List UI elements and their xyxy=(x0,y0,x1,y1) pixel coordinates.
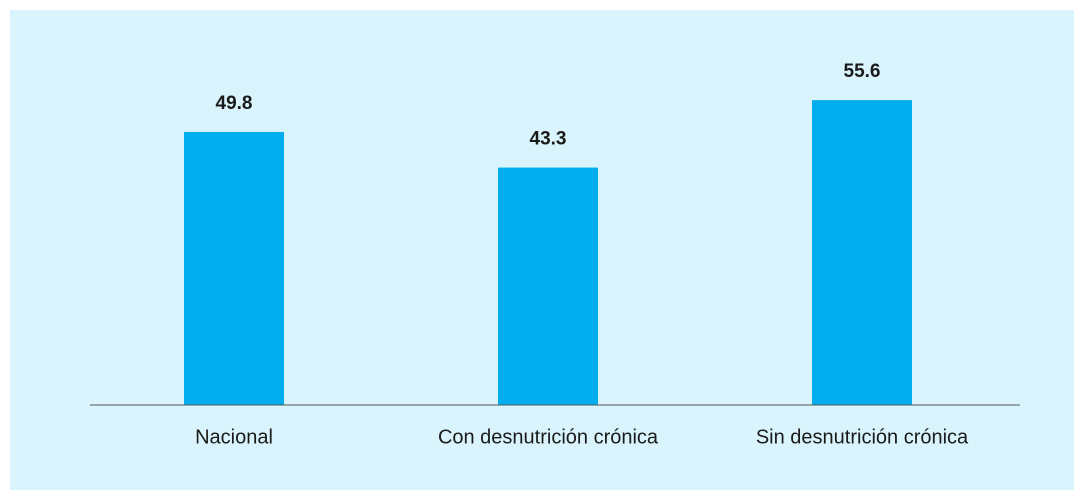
x-tick-label: Sin desnutrición crónica xyxy=(756,426,969,448)
value-label: 49.8 xyxy=(216,93,253,114)
bar xyxy=(812,100,912,406)
value-label: 43.3 xyxy=(530,129,567,150)
bar xyxy=(498,167,598,405)
x-tick-label: Con desnutrición crónica xyxy=(438,426,659,448)
bar xyxy=(184,131,284,405)
x-tick-label: Nacional xyxy=(195,426,273,448)
value-label: 55.6 xyxy=(844,61,881,82)
